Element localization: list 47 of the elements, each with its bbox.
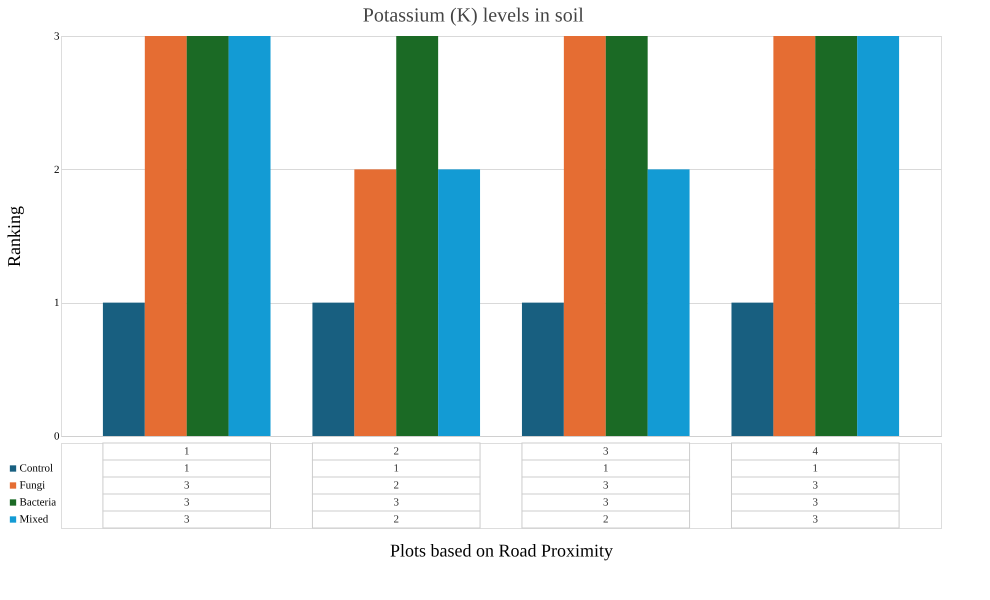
bar xyxy=(606,36,648,436)
bar xyxy=(102,302,145,436)
data-label: 2 xyxy=(393,514,399,526)
x-tick-label: 4 xyxy=(812,446,819,458)
bar xyxy=(564,36,606,436)
bar xyxy=(522,302,564,436)
data-label: 1 xyxy=(184,462,190,474)
data-label: 2 xyxy=(603,514,609,526)
data-label: 1 xyxy=(393,462,399,474)
data-label: 3 xyxy=(812,480,819,492)
data-label: 1 xyxy=(812,462,818,474)
legend-label: Fungi xyxy=(20,480,46,492)
legend-label: Control xyxy=(20,462,54,474)
bar xyxy=(815,36,858,436)
data-label: 1 xyxy=(603,462,609,474)
data-label: 3 xyxy=(184,514,190,526)
y-tick-label: 3 xyxy=(54,30,60,42)
data-label: 3 xyxy=(812,514,819,526)
x-tick-label: 1 xyxy=(184,446,190,458)
bar xyxy=(312,302,354,436)
bar xyxy=(648,169,690,436)
data-label: 3 xyxy=(393,496,400,508)
bar xyxy=(731,302,774,436)
data-label: 3 xyxy=(812,496,819,508)
data-label: 2 xyxy=(393,480,399,492)
legend-label: Bacteria xyxy=(20,496,56,508)
data-label: 3 xyxy=(184,480,190,492)
chart-title: Potassium (K) levels in soil xyxy=(362,4,584,26)
y-tick-label: 0 xyxy=(54,430,60,442)
bar xyxy=(773,36,816,436)
bar xyxy=(228,36,271,436)
bar xyxy=(857,36,900,436)
legend-label: Mixed xyxy=(20,514,49,526)
data-label: 3 xyxy=(184,496,190,508)
bar xyxy=(186,36,229,436)
bar xyxy=(354,169,396,436)
bar xyxy=(438,169,480,436)
data-label: 3 xyxy=(603,480,610,492)
bar xyxy=(396,36,438,436)
x-tick-label: 3 xyxy=(603,446,610,458)
y-tick-label: 1 xyxy=(54,297,60,310)
bar xyxy=(144,36,187,436)
data-label: 3 xyxy=(603,496,610,508)
y-axis-title: Ranking xyxy=(4,206,24,267)
x-axis-title: Plots based on Road Proximity xyxy=(390,540,614,560)
x-tick-label: 2 xyxy=(393,446,399,458)
y-tick-label: 2 xyxy=(54,164,60,176)
